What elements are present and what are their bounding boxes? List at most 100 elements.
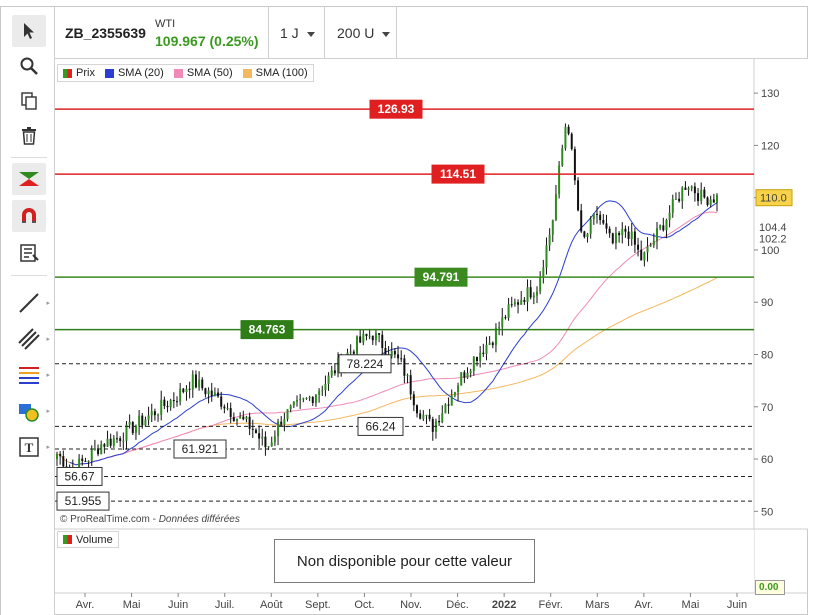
- y-tick-label: 120: [761, 140, 779, 152]
- candle-body: [709, 199, 712, 205]
- candle-body: [141, 415, 144, 426]
- price-change: 109.967 (0.25%): [155, 33, 259, 49]
- candle-body: [163, 399, 166, 406]
- candle-body: [453, 392, 456, 396]
- candle-body: [551, 219, 554, 235]
- candle-body: [93, 448, 96, 450]
- candle-body: [520, 300, 523, 305]
- trash-icon[interactable]: [12, 120, 46, 152]
- line-icon[interactable]: ▸: [12, 287, 50, 319]
- candle-body: [131, 421, 134, 434]
- candle-body: [567, 126, 570, 134]
- x-tick-label: Nov.: [400, 599, 422, 611]
- candle-body: [109, 438, 112, 446]
- legend-item-sma100[interactable]: SMA (100): [238, 65, 313, 81]
- magnet-icon[interactable]: [12, 200, 46, 232]
- candle-body: [697, 193, 700, 202]
- candle-body: [425, 414, 428, 416]
- candle-body: [122, 440, 125, 442]
- candle-body: [327, 375, 330, 384]
- candle-body: [90, 449, 93, 461]
- x-tick-label: Févr.: [538, 599, 562, 611]
- candle-body: [488, 342, 491, 345]
- volume-legend[interactable]: Volume: [57, 531, 119, 548]
- candle-body: [457, 385, 460, 393]
- shapes-icon[interactable]: ▸: [12, 395, 50, 427]
- candle-body: [273, 436, 276, 443]
- candle-body: [191, 374, 194, 390]
- chart-type-icon[interactable]: [12, 163, 46, 195]
- candle-body: [277, 421, 280, 437]
- legend-swatch: [173, 68, 183, 78]
- candle-body: [491, 342, 494, 346]
- candle-body: [441, 413, 444, 423]
- candle-body: [56, 453, 58, 460]
- candle-body: [138, 415, 141, 426]
- level-label: 94.791: [423, 270, 460, 284]
- price-chart[interactable]: 5060708090100110120130Avr.MaiJuinJuil.Ao…: [55, 59, 808, 615]
- candle-body: [169, 399, 172, 408]
- level-label-box: [431, 164, 485, 184]
- indicator-legend: Prix SMA (20) SMA (50) SMA (100): [57, 64, 314, 82]
- level-label-box: [369, 99, 423, 119]
- candle-body: [160, 399, 163, 415]
- zoom-icon[interactable]: [12, 50, 46, 82]
- legend-item-price[interactable]: Prix: [58, 65, 100, 81]
- price-marker-label: 104.4: [759, 222, 787, 234]
- legend-swatch: [63, 68, 72, 78]
- timeframe-value: 1 J: [280, 25, 299, 41]
- candle-body: [179, 388, 182, 402]
- candle-body: [150, 411, 153, 416]
- candle-body: [621, 228, 624, 236]
- candle-body: [236, 418, 238, 422]
- candle-body: [229, 408, 232, 418]
- candle-body: [406, 375, 409, 377]
- level-label: 114.51: [440, 167, 476, 181]
- candle-body: [254, 429, 257, 434]
- copy-icon[interactable]: [12, 85, 46, 117]
- candle-body: [586, 233, 589, 237]
- volume-label: Volume: [76, 533, 113, 546]
- level-label: 66.24: [365, 419, 395, 433]
- candle-body: [147, 415, 150, 420]
- legend-item-sma20[interactable]: SMA (20): [100, 65, 169, 81]
- candle-body: [494, 327, 497, 346]
- candle-body: [352, 351, 355, 354]
- symbol-label: ZB_2355639: [65, 25, 146, 41]
- cursor-icon[interactable]: [12, 15, 46, 47]
- candle-body: [532, 295, 535, 298]
- current-price-label: 110.0: [760, 193, 787, 205]
- legend-swatch: [242, 68, 252, 78]
- text-icon[interactable]: T ▸: [12, 431, 50, 463]
- fibonacci-icon[interactable]: ▸: [19, 367, 50, 384]
- candle-body: [671, 199, 674, 213]
- candle-body: [583, 231, 586, 237]
- candle-body: [185, 388, 188, 393]
- candle-body: [693, 186, 696, 194]
- candle-body: [472, 356, 475, 372]
- candle-body: [330, 370, 333, 376]
- legend-item-sma50[interactable]: SMA (50): [169, 65, 238, 81]
- level-label-box: [414, 267, 468, 287]
- candle-body: [662, 225, 665, 231]
- candle-body: [618, 232, 621, 236]
- candle-body: [438, 420, 441, 423]
- instrument-info[interactable]: ZB_2355639 WTI 109.967 (0.25%): [55, 7, 269, 59]
- candle-body: [371, 335, 374, 341]
- candle-body: [280, 421, 283, 425]
- candle-body: [422, 414, 425, 419]
- timeframe-dropdown[interactable]: 1 J: [269, 7, 325, 59]
- x-tick-label: 2022: [492, 599, 516, 611]
- candle-body: [687, 188, 690, 190]
- candle-body: [365, 333, 368, 337]
- units-dropdown[interactable]: 200 U: [325, 7, 397, 59]
- y-tick-label: 80: [761, 350, 773, 362]
- candle-body: [194, 374, 197, 388]
- parallel-lines-icon[interactable]: ▸: [12, 323, 50, 355]
- candle-body: [545, 245, 548, 268]
- candle-body: [239, 416, 242, 419]
- candle-body: [119, 438, 122, 442]
- candle-body: [270, 442, 273, 447]
- candle-body: [359, 336, 362, 343]
- list-icon[interactable]: [12, 237, 46, 269]
